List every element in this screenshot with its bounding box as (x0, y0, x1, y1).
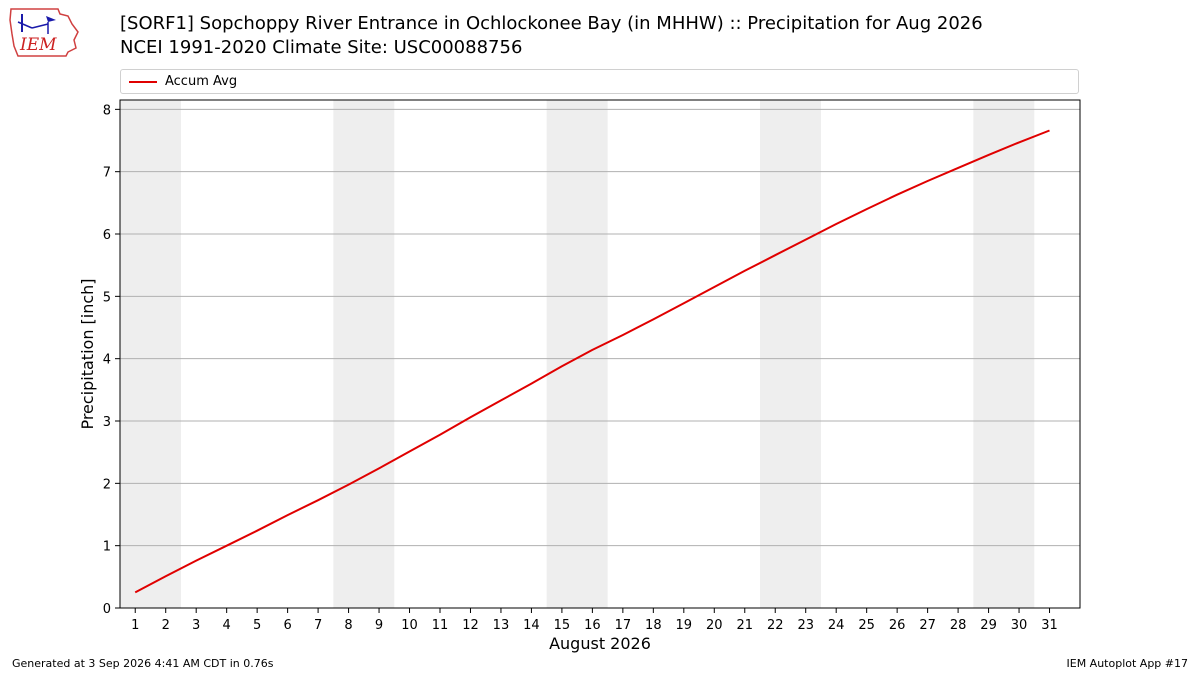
x-tick-label-19: 19 (676, 618, 693, 633)
x-tick-label-21: 21 (736, 618, 753, 633)
weekend-band-0 (120, 100, 181, 608)
chart-title: [SORF1] Sopchoppy River Entrance in Ochl… (120, 12, 983, 60)
x-tick-label-23: 23 (797, 618, 814, 633)
x-tick-label-20: 20 (706, 618, 723, 633)
x-tick-label-12: 12 (462, 618, 479, 633)
y-tick-label-8: 8 (103, 103, 111, 118)
x-tick-label-28: 28 (950, 618, 967, 633)
x-tick-label-13: 13 (493, 618, 510, 633)
legend-label: Accum Avg (165, 74, 238, 89)
x-tick-label-2: 2 (162, 618, 170, 633)
x-tick-label-6: 6 (283, 618, 291, 633)
y-tick-label-6: 6 (103, 228, 111, 243)
y-tick-label-1: 1 (103, 540, 111, 555)
x-axis-label: August 2026 (549, 634, 651, 653)
title-line-2: NCEI 1991-2020 Climate Site: USC00088756 (120, 37, 523, 58)
x-tick-label-29: 29 (980, 618, 997, 633)
weekend-band-3 (760, 100, 821, 608)
iem-logo: IEM (9, 8, 79, 57)
x-tick-label-24: 24 (828, 618, 845, 633)
title-line-1: [SORF1] Sopchoppy River Entrance in Ochl… (120, 13, 983, 34)
x-tick-label-17: 17 (615, 618, 632, 633)
x-tick-label-8: 8 (344, 618, 352, 633)
x-tick-label-10: 10 (401, 618, 418, 633)
x-tick-label-4: 4 (223, 618, 231, 633)
x-tick-label-9: 9 (375, 618, 383, 633)
weekend-band-2 (546, 100, 608, 608)
plot-frame (119, 99, 1081, 609)
y-tick-label-0: 0 (103, 602, 111, 617)
x-axis: 1 2 3 4 5 6 7 8 9 10 11 12 13 14 15 16 17 18 19 20 21 22 23 24 2… (131, 608, 1058, 633)
x-tick-label-31: 31 (1041, 618, 1058, 633)
x-tick-label-26: 26 (889, 618, 906, 633)
generated-note: Generated at 3 Sep 2026 4:41 AM CDT in 0… (12, 657, 274, 670)
y-tick-label-4: 4 (103, 353, 111, 368)
x-tick-label-11: 11 (432, 618, 449, 633)
x-tick-label-7: 7 (314, 618, 322, 633)
y-tick-label-5: 5 (103, 290, 111, 305)
app-note: IEM Autoplot App #17 (1066, 657, 1189, 670)
x-tick-label-22: 22 (767, 618, 784, 633)
x-tick-label-5: 5 (253, 618, 261, 633)
legend-swatch (129, 81, 157, 83)
x-tick-label-15: 15 (554, 618, 571, 633)
x-tick-label-3: 3 (192, 618, 200, 633)
y-axis: 0 1 2 3 4 5 6 7 8 (103, 103, 120, 617)
y-tick-label-2: 2 (103, 477, 111, 492)
weekend-band-4 (973, 100, 1035, 608)
y-axis-label: Precipitation [inch] (78, 278, 97, 429)
x-tick-label-30: 30 (1011, 618, 1028, 633)
x-tick-label-16: 16 (584, 618, 601, 633)
x-tick-label-25: 25 (858, 618, 875, 633)
x-tick-label-14: 14 (523, 618, 540, 633)
x-tick-label-27: 27 (919, 618, 936, 633)
y-tick-label-3: 3 (103, 415, 111, 430)
weekend-shading (120, 100, 1035, 608)
series-layer (134, 129, 1050, 594)
y-tick-label-7: 7 (103, 166, 111, 181)
x-tick-label-1: 1 (131, 618, 139, 633)
weekend-band-1 (333, 100, 395, 608)
logo-text: IEM (19, 35, 57, 55)
legend: Accum Avg (120, 69, 1079, 94)
series-line-accum-avg (134, 129, 1050, 594)
x-tick-label-18: 18 (645, 618, 662, 633)
